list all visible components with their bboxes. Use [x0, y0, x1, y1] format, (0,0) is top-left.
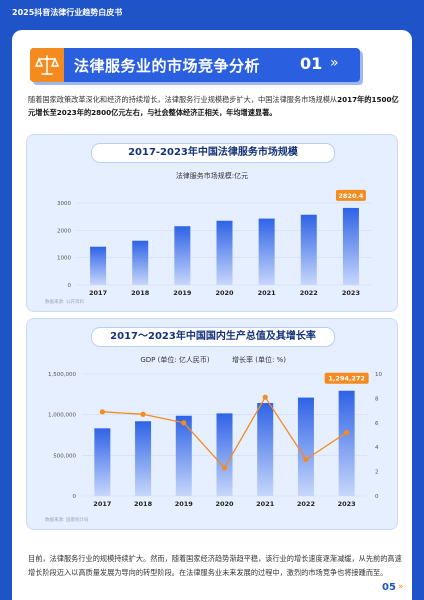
- intro-bold-text: 2017年的1500亿元增长至2023年的2800亿元左右，与社会整体经济正相关…: [28, 95, 399, 117]
- y2-tick-label: 8: [375, 396, 379, 402]
- bar: [175, 415, 192, 496]
- y2-tick-label: 4: [375, 445, 379, 451]
- y2-tick-label: 10: [375, 372, 382, 378]
- growth-point: [99, 409, 105, 415]
- y2-tick-label: 0: [375, 494, 379, 500]
- bar: [94, 428, 111, 496]
- section-title: 法律服务业的市场竞争分析: [74, 57, 261, 75]
- y-tick-label: 0: [68, 283, 72, 289]
- x-tick-label: 2023: [342, 289, 360, 297]
- y-tick-label: 500,000: [53, 453, 76, 459]
- x-tick-label: 2020: [215, 289, 234, 297]
- y-tick-label: 1,500,000: [48, 372, 76, 378]
- x-tick-label: 2018: [131, 289, 150, 297]
- x-tick-label: 2022: [297, 500, 315, 508]
- bar: [258, 218, 275, 285]
- bar: [257, 402, 274, 496]
- y-tick-label: 1000: [57, 256, 71, 262]
- chart-source: 数据来源: 公开资料: [45, 300, 84, 305]
- bar: [297, 397, 314, 496]
- intro-text: 随着国家政策改革深化和经济的持续增长，法律服务行业规模稳步扩大，中国法律服务市场…: [28, 95, 338, 104]
- x-tick-label: 2019: [173, 289, 192, 297]
- bar: [300, 214, 317, 285]
- top-bar: 2025抖音法律行业趋势白皮书: [0, 0, 424, 26]
- chart-source: 数据来源: 国家统计局: [45, 518, 89, 523]
- legend-label: GDP (单位: 亿人民币): [140, 355, 210, 364]
- callout-box: [335, 189, 366, 201]
- x-tick-label: 2020: [215, 500, 234, 508]
- bar: [338, 390, 355, 496]
- chart-title: 2017～2023年中国国内生产总值及其增长率: [91, 327, 335, 347]
- growth-point: [303, 456, 309, 462]
- gdp-chart: GDP (单位: 亿人民币) 增长率 (单位: %) 0 500,000 1,000,0…: [48, 355, 382, 508]
- y2-tick-label: 2: [375, 470, 379, 476]
- x-tick-label: 2021: [256, 500, 275, 508]
- document-title: 2025抖音法律行业趋势白皮书: [12, 8, 123, 17]
- bar: [216, 220, 233, 285]
- x-tick-label: 2017: [93, 500, 111, 508]
- legend-label: 增长率 (单位: %): [232, 355, 286, 364]
- y-tick-label: 1,000,000: [48, 413, 76, 419]
- scales-icon: [30, 48, 64, 82]
- x-tick-label: 2022: [300, 289, 318, 297]
- page: 法律服务业的市场竞争分析 01 » 随着国家政策改革深化和经济的持续增长，法律服…: [12, 30, 412, 600]
- y-tick-label: 3000: [57, 201, 71, 207]
- chevron-right-icon: »: [398, 582, 404, 592]
- chevron-right-icon: »: [330, 55, 339, 71]
- chart-title: 2017-2023年中国法律服务市场规模: [91, 143, 335, 163]
- bottom-paragraph: 目前，法律服务行业的规模持续扩大。然而，随着国家经济趋势渐趋平稳，该行业的增长速…: [28, 554, 402, 577]
- intro-paragraph: 随着国家政策改革深化和经济的持续增长，法律服务行业规模稳步扩大，中国法律服务市场…: [28, 93, 400, 119]
- bar: [216, 413, 233, 496]
- callout-box: [324, 372, 369, 384]
- x-tick-label: 2023: [338, 500, 356, 508]
- bar: [342, 207, 359, 285]
- growth-point: [344, 429, 350, 436]
- growth-point: [262, 394, 268, 400]
- bar: [90, 246, 107, 285]
- x-tick-label: 2021: [258, 289, 277, 297]
- bar: [132, 240, 149, 285]
- bar: [174, 226, 191, 285]
- x-tick-label: 2019: [175, 500, 194, 508]
- growth-point: [221, 465, 228, 471]
- data-label: 1,294,272: [328, 375, 365, 383]
- section-number: 01: [300, 54, 323, 73]
- page-number: 05: [382, 582, 396, 593]
- chart-card-market-size: 法律服务市场规模:亿元 0 1000 2000 3000 2017 2018 2019 2020…: [26, 134, 398, 312]
- legend-label: 法律服务市场规模:亿元: [176, 171, 248, 180]
- x-tick-label: 2017: [89, 289, 107, 297]
- growth-point: [140, 411, 146, 417]
- chart-card-gdp: GDP (单位: 亿人民币) 增长率 (单位: %) 0 500,000 1,000,0…: [26, 318, 398, 530]
- y2-tick-label: 6: [375, 421, 379, 427]
- y-tick-label: 0: [73, 494, 77, 500]
- y-tick-label: 2000: [57, 228, 71, 234]
- bar: [135, 421, 152, 496]
- x-tick-label: 2018: [134, 500, 153, 508]
- section-header: 法律服务业的市场竞争分析 01 »: [30, 48, 360, 82]
- data-label: 2820.4: [338, 192, 364, 200]
- growth-point: [181, 420, 187, 426]
- market-size-chart: 法律服务市场规模:亿元 0 1000 2000 3000 2017 2018 2019 2020…: [57, 171, 372, 297]
